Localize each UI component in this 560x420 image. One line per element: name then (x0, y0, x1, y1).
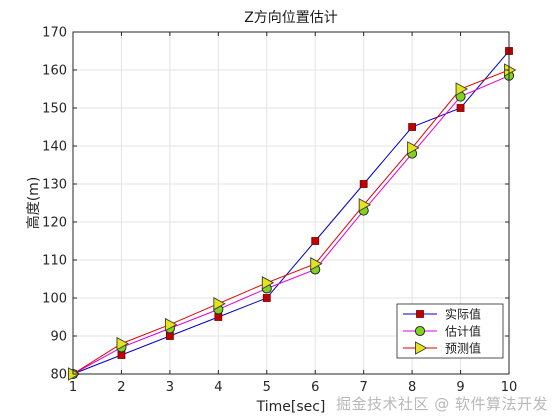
y-tick-label: 170 (42, 26, 67, 41)
x-tick-label: 4 (214, 380, 222, 395)
plot-frame (72, 31, 510, 375)
y-tick-label: 110 (42, 254, 67, 269)
data-point-triangle (504, 63, 517, 77)
series-line (72, 75, 510, 375)
data-point-triangle (415, 341, 428, 355)
data-point-triangle (358, 198, 372, 212)
x-tick-label: 10 (501, 380, 518, 395)
y-tick-label: 80 (50, 368, 67, 383)
legend-label: 实际值 (445, 307, 481, 322)
y-tick-label: 90 (50, 330, 67, 345)
data-point-square (456, 104, 465, 112)
y-tick-label: 160 (42, 64, 67, 79)
data-point-square (117, 351, 126, 359)
chart-title: Z方向位置估计 (244, 10, 338, 26)
y-axis-label: 高度(m) (25, 177, 42, 230)
x-tick-label: 7 (360, 380, 368, 395)
y-tick-label: 120 (42, 216, 67, 231)
x-tick-label: 5 (263, 380, 271, 395)
data-point-circle (414, 325, 426, 337)
series-line (72, 50, 510, 375)
series-line (72, 69, 510, 375)
data-point-square (359, 180, 368, 188)
data-point-square (262, 294, 271, 302)
data-point-triangle (116, 336, 129, 351)
legend-item: 预测值 (403, 341, 481, 356)
axis-ticks: 1 2 3 4 5 6 7 8 9 10 80 90 100 110 120 130 140 150 160 170 (42, 26, 517, 396)
x-tick-label: 6 (311, 380, 319, 395)
y-tick-label: 100 (42, 292, 67, 307)
data-point-square (311, 237, 320, 245)
data-point-triangle (455, 82, 468, 96)
x-tick-label: 3 (166, 380, 174, 395)
legend-label: 预测值 (445, 341, 481, 356)
y-tick-label: 140 (42, 140, 67, 155)
legend-item: 估计值 (403, 324, 481, 339)
legend-item: 实际值 (403, 307, 481, 322)
series-3 (68, 63, 517, 381)
legend-label: 估计值 (445, 324, 481, 339)
data-point-triangle (213, 296, 226, 311)
x-tick-label: 2 (117, 380, 125, 395)
data-point-triangle (164, 317, 178, 332)
x-axis-label: Time[sec] (256, 399, 326, 415)
data-point-square (165, 332, 174, 340)
data-point-square (214, 313, 223, 321)
data-point-square (408, 123, 417, 131)
watermark: 掘金技术社区 @ 软件算法开发 (335, 395, 548, 413)
y-tick-label: 150 (42, 102, 67, 117)
data-point-triangle (261, 276, 275, 290)
x-tick-label: 8 (408, 380, 416, 395)
y-tick-label: 130 (42, 178, 67, 193)
data-point-triangle (310, 257, 323, 271)
data-point-triangle (407, 141, 420, 155)
x-tick-label: 1 (69, 380, 77, 395)
x-tick-label: 9 (456, 380, 464, 395)
data-point-square (416, 310, 424, 318)
